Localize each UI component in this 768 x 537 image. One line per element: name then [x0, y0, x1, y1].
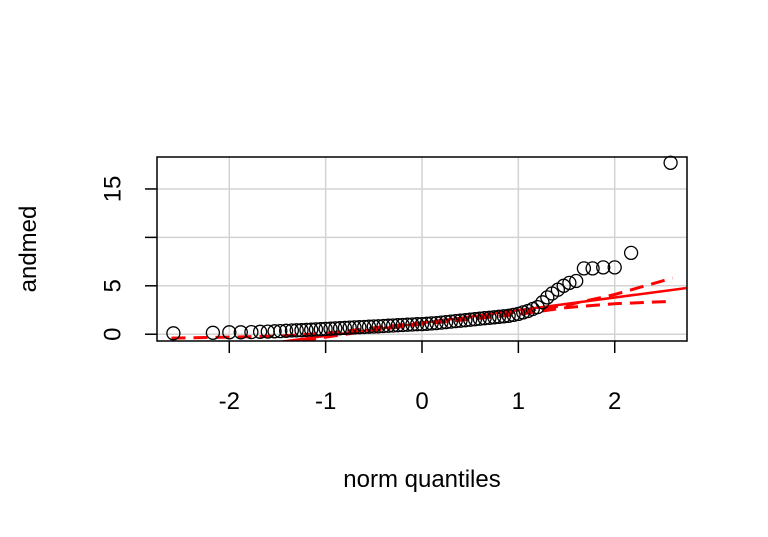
data-point — [299, 322, 314, 338]
data-point — [313, 322, 328, 337]
data-point — [252, 324, 268, 339]
data-point — [233, 325, 248, 340]
data-point — [482, 310, 497, 325]
x-tick-label: -1 — [315, 388, 336, 415]
data-point — [419, 316, 434, 331]
data-point — [385, 318, 401, 333]
x-tick-label: 0 — [415, 388, 428, 415]
data-point — [434, 315, 449, 330]
data-point — [361, 319, 377, 334]
data-point — [337, 320, 353, 336]
data-point — [352, 320, 367, 335]
confidence-band — [171, 276, 673, 341]
data-point — [381, 318, 396, 333]
y-axis: 0 5 15 — [99, 176, 157, 341]
data-point — [376, 318, 391, 334]
y-tick-label: 15 — [99, 176, 126, 203]
data-point — [304, 322, 319, 337]
data-point — [429, 315, 444, 331]
y-tick-label: 0 — [99, 328, 126, 341]
data-point — [273, 323, 288, 339]
data-point — [405, 317, 420, 332]
data-point — [623, 245, 639, 261]
data-point — [347, 320, 362, 335]
data-point — [323, 321, 338, 336]
data-point — [294, 323, 309, 338]
x-tick-label: -2 — [219, 388, 240, 415]
data-point — [357, 319, 372, 335]
y-tick-label: 5 — [99, 279, 126, 292]
data-point — [477, 311, 492, 326]
data-point — [244, 324, 259, 340]
data-point — [395, 317, 410, 333]
data-point — [278, 323, 294, 338]
data-point — [472, 311, 487, 326]
data-point — [438, 314, 454, 330]
data-point — [562, 275, 577, 291]
data-point — [607, 260, 622, 275]
data-point — [585, 261, 600, 276]
data-point — [166, 326, 181, 341]
x-tick-label: 1 — [512, 388, 525, 415]
data-point — [463, 312, 478, 327]
data-point — [424, 316, 439, 331]
data-points — [166, 155, 678, 341]
data-point — [458, 313, 473, 328]
data-point — [284, 323, 300, 338]
data-point — [410, 317, 425, 332]
grid-lines — [157, 157, 687, 341]
data-point — [414, 316, 430, 332]
data-point — [487, 310, 502, 325]
data-point — [443, 314, 459, 329]
confidence-band-lower — [292, 299, 673, 341]
data-point — [205, 325, 221, 340]
data-point — [390, 318, 406, 333]
data-point — [569, 273, 584, 289]
data-point — [535, 295, 550, 310]
x-tick-label: 2 — [608, 388, 621, 415]
data-point — [501, 308, 516, 323]
data-point — [491, 309, 507, 324]
data-point — [318, 321, 333, 337]
data-point — [506, 307, 521, 323]
data-point — [467, 312, 483, 327]
data-point — [453, 313, 468, 328]
data-point — [448, 313, 463, 329]
data-point — [371, 319, 386, 334]
data-point — [530, 299, 545, 315]
data-point — [663, 155, 678, 170]
data-point — [332, 321, 348, 336]
data-point — [328, 321, 343, 336]
data-point — [366, 319, 381, 334]
data-point — [267, 324, 282, 339]
data-point — [540, 290, 555, 305]
data-point — [222, 325, 237, 340]
x-axis: -2 -1 0 1 2 — [219, 341, 621, 415]
data-point — [596, 260, 611, 275]
data-point — [289, 323, 304, 338]
data-point — [576, 261, 592, 276]
data-point — [400, 317, 415, 332]
data-point — [308, 322, 324, 337]
x-axis-label: norm quantiles — [343, 466, 500, 493]
y-axis-label: andmed — [15, 206, 42, 293]
data-point — [496, 309, 512, 324]
data-point — [342, 320, 357, 335]
